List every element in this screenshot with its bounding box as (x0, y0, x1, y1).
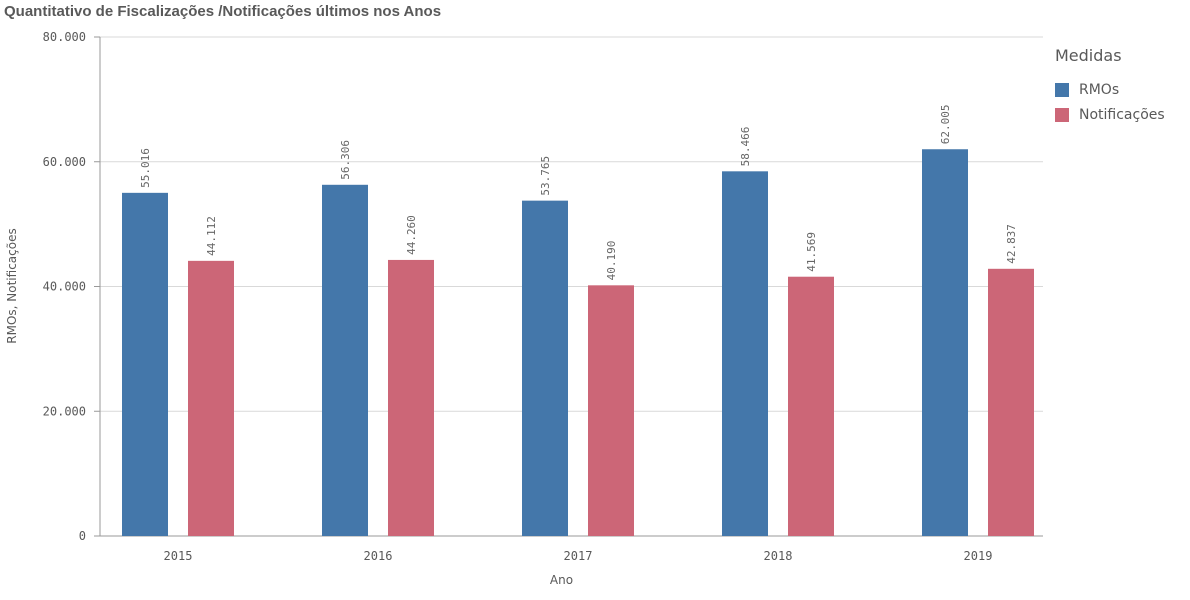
data-label: 62.005 (939, 104, 952, 144)
bar-rmos (322, 184, 368, 536)
bar-notificacoes (388, 259, 434, 536)
x-axis-title: Ano (550, 573, 573, 587)
x-tick-label: 2017 (564, 549, 593, 563)
chart-title: Quantitativo de Fiscalizações /Notificaç… (4, 3, 442, 20)
legend: Medidas RMOs Notificações (1055, 46, 1165, 127)
legend-title: Medidas (1055, 46, 1122, 65)
y-tick-label: 60.000 (43, 155, 86, 169)
bar-rmos (122, 192, 168, 536)
x-tick-label: 2015 (164, 549, 193, 563)
bar-notificacoes (988, 268, 1034, 536)
bar-notificacoes (188, 260, 234, 536)
data-label: 58.466 (739, 127, 752, 167)
data-label: 56.306 (339, 140, 352, 180)
x-tick-label: 2016 (364, 549, 393, 563)
bar-notificacoes (788, 276, 834, 536)
y-axis-title: RMOs, Notificações (5, 228, 19, 343)
legend-item-notificacoes[interactable]: Notificações (1055, 102, 1165, 127)
legend-swatch (1055, 107, 1069, 122)
bar-rmos (922, 149, 968, 536)
x-tick-label: 2018 (764, 549, 793, 563)
data-label: 55.016 (139, 148, 152, 188)
data-label: 53.765 (539, 156, 552, 196)
data-label: 40.190 (605, 241, 618, 281)
legend-swatch (1055, 82, 1069, 97)
data-label: 44.260 (405, 215, 418, 255)
y-tick-label: 40.000 (43, 280, 86, 294)
bar-notificacoes (588, 285, 634, 536)
data-label: 44.112 (205, 216, 218, 256)
y-tick-label: 0 (79, 529, 86, 543)
y-tick-label: 20.000 (43, 404, 86, 418)
y-tick-label: 80.000 (43, 30, 86, 44)
legend-label: RMOs (1079, 81, 1120, 98)
bar-rmos (522, 200, 568, 536)
x-tick-label: 2019 (964, 549, 993, 563)
legend-label: Notificações (1079, 106, 1165, 123)
legend-item-rmos[interactable]: RMOs (1055, 77, 1165, 102)
data-label: 41.569 (805, 232, 818, 272)
bar-rmos (722, 171, 768, 536)
data-label: 42.837 (1005, 224, 1018, 264)
